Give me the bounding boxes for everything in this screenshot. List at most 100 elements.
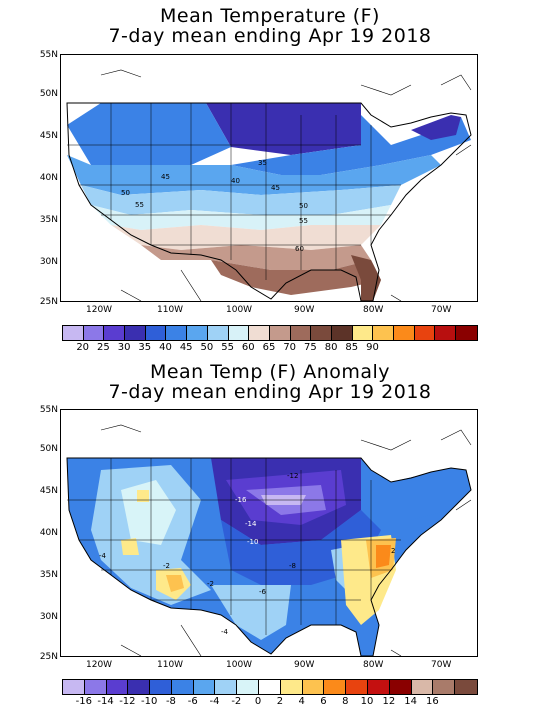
p1-lat-label: 30N	[39, 257, 58, 267]
p2-lon-label: 80W	[363, 660, 384, 670]
p2-lat-label: 45N	[39, 486, 58, 496]
p1-band-northeast	[411, 115, 461, 140]
colorbar-swatch	[280, 680, 303, 694]
p1-coastlines	[100, 69, 472, 301]
colorbar-tick-label: 85	[345, 342, 359, 353]
colorbar-tick-label: 16	[426, 696, 439, 707]
colorbar-swatch	[193, 680, 216, 694]
colorbar-swatch	[228, 326, 250, 340]
p1-lon-label: 110W	[157, 305, 184, 315]
colorbar-tick-label: -4	[209, 696, 220, 707]
colorbar-tick-label: 90	[366, 342, 379, 353]
p1-band-75	[351, 255, 381, 301]
p1-clabel: 60	[295, 245, 304, 253]
p2-northeast	[391, 468, 471, 520]
colorbar-swatch	[411, 680, 434, 694]
p1-band-30s	[206, 103, 361, 155]
p1-band-35	[67, 103, 231, 165]
panel2-map-svg: -12 -16 -14 -10 -8 -6 -4 -2 -2 2 -4	[66, 424, 472, 656]
colorbar-swatch	[166, 326, 188, 340]
colorbar-tick-label: 8	[342, 696, 349, 707]
colorbar-swatch	[311, 326, 332, 340]
colorbar-tick-label: -10	[140, 696, 158, 707]
colorbar-tick-label: -14	[97, 696, 114, 707]
p2-warm-nw	[137, 490, 149, 502]
colorbar-swatch	[331, 326, 353, 340]
colorbar-tick-label: 60	[241, 342, 255, 353]
colorbar-tick-label: 40	[159, 342, 172, 353]
p2-clabel: -4	[221, 628, 229, 636]
panel1-map-svg: 35 40 45 45 50 50 55 55 60	[66, 69, 472, 301]
colorbar-tick-label: 20	[76, 342, 90, 353]
p2-us-outline	[66, 457, 472, 656]
colorbar-swatch	[352, 326, 374, 340]
p2-clabel: -12	[287, 472, 298, 480]
colorbar-tick-label: -12	[119, 696, 136, 707]
colorbar-swatch	[237, 680, 260, 694]
colorbar-swatch	[104, 326, 126, 340]
colorbar-swatch	[290, 326, 312, 340]
p1-band-60	[111, 225, 381, 250]
p2-state-lines	[67, 458, 401, 635]
p1-lon-label: 90W	[294, 305, 315, 315]
p2-contour-labels: -12 -16 -14 -10 -8 -6 -4 -2 -2 2 -4	[99, 472, 395, 636]
p2-lat-label: 35N	[39, 570, 58, 580]
colorbar-swatch	[83, 326, 105, 340]
colorbar-tick-label: -8	[165, 696, 176, 707]
p1-clabel: 50	[299, 202, 308, 210]
colorbar-swatch	[389, 680, 412, 694]
p1-colorbar	[62, 325, 478, 341]
p2-lat-label: 55N	[39, 405, 58, 415]
colorbar-swatch	[63, 680, 85, 694]
p2-warm-sw3	[121, 538, 139, 555]
colorbar-tick-label: 30	[117, 342, 131, 353]
p2-neutral-west	[121, 480, 176, 545]
p1-lat-label: 55N	[39, 50, 58, 60]
colorbar-tick-label: 55	[221, 342, 234, 353]
colorbar-swatch	[456, 326, 477, 340]
p1-contour-labels: 35 40 45 45 50 50 55 55 60	[121, 159, 308, 253]
p2-clabel: -14	[245, 520, 257, 528]
p2-lon-label: 110W	[157, 660, 184, 670]
p2-warm-sw2	[166, 575, 184, 592]
p1-band-65	[141, 245, 371, 270]
p1-lat-label: 40N	[39, 173, 58, 183]
colorbar-swatch	[346, 680, 368, 694]
panel2-subtitle: 7-day mean ending Apr 19 2018	[108, 381, 432, 403]
p1-band-40n	[231, 115, 471, 175]
colorbar-swatch	[259, 680, 281, 694]
panel1-subtitle: 7-day mean ending Apr 19 2018	[108, 25, 432, 47]
colorbar-swatch	[84, 680, 107, 694]
panel2-map[interactable]: -12 -16 -14 -10 -8 -6 -4 -2 -2 2 -4	[60, 409, 478, 657]
panel1-title: Mean Temperature (F)	[160, 5, 380, 27]
colorbar-swatch	[150, 680, 172, 694]
colorbar-swatch	[207, 326, 229, 340]
p1-lat-label: 35N	[39, 215, 58, 225]
colorbar-swatch	[324, 680, 347, 694]
colorbar-swatch	[455, 680, 477, 694]
colorbar-swatch	[125, 326, 146, 340]
colorbar-tick-label: 25	[97, 342, 110, 353]
p2-lon-label: 100W	[226, 660, 253, 670]
colorbar-swatch	[269, 326, 291, 340]
colorbar-tick-label: 35	[138, 342, 152, 353]
colorbar-tick-label: 6	[320, 696, 327, 707]
colorbar-tick-label: 10	[360, 696, 374, 707]
p1-lon-label: 100W	[226, 305, 253, 315]
p2-clabel: -16	[235, 496, 247, 504]
colorbar-swatch	[215, 680, 238, 694]
p1-band-50	[81, 185, 401, 215]
colorbar-swatch	[249, 326, 270, 340]
colorbar-tick-label: -6	[187, 696, 198, 707]
p1-lon-label: 80W	[363, 305, 384, 315]
p1-clabel: 45	[161, 173, 170, 181]
p1-lat-label: 25N	[39, 297, 58, 307]
panel1-map[interactable]: 35 40 45 45 50 50 55 55 60	[60, 54, 478, 302]
colorbar-tick-label: 2	[276, 696, 284, 707]
colorbar-tick-label: 14	[404, 696, 417, 707]
p2-lon-label: 120W	[86, 660, 113, 670]
colorbar-swatch	[394, 326, 415, 340]
p2-clabel: -8	[289, 562, 296, 570]
p1-clabel: 40	[231, 177, 240, 185]
p1-lon-label: 70W	[431, 305, 452, 315]
